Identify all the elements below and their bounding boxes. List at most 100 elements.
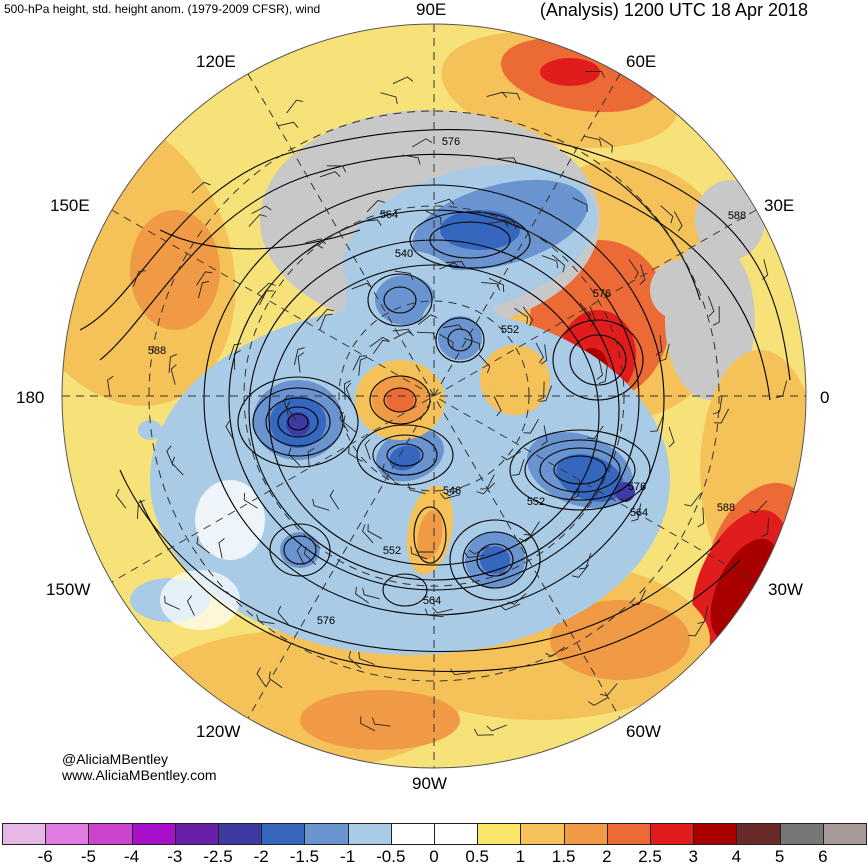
colorbar-tick: 5 xyxy=(774,847,785,866)
contour-label: 588 xyxy=(717,502,735,514)
wind-barb xyxy=(303,546,317,566)
wind-barb xyxy=(697,507,705,528)
wind-barb xyxy=(411,138,433,148)
height-contour xyxy=(119,469,721,653)
height-anomaly-shading xyxy=(62,31,806,768)
wind-barb xyxy=(523,418,539,434)
lat-lon-grid xyxy=(62,24,806,768)
colorbar-tick: 1.5 xyxy=(551,847,576,866)
wind-barb xyxy=(392,76,414,85)
height-contour xyxy=(139,499,741,673)
wind-barb xyxy=(463,337,481,351)
colorbar-tick: 4 xyxy=(731,847,742,866)
wind-barb xyxy=(571,564,590,578)
wind-barb xyxy=(343,380,351,400)
wind-barb xyxy=(367,524,383,540)
wind-barbs xyxy=(107,70,788,736)
wind-barb xyxy=(136,499,145,519)
contour-label: 564 xyxy=(380,209,398,221)
wind-barb xyxy=(197,280,210,299)
wind-barb xyxy=(196,536,210,554)
latitude-circle xyxy=(148,110,720,682)
wind-barb xyxy=(361,219,382,227)
wind-barb xyxy=(501,91,521,101)
colorbar-swatch xyxy=(45,823,90,845)
wind-barb xyxy=(355,586,369,604)
wind-barb xyxy=(186,595,195,616)
wind-barb xyxy=(714,408,730,424)
colorbar-tick: 2 xyxy=(602,847,612,866)
lon-label-0: 0 xyxy=(820,388,830,407)
colorbar-swatch xyxy=(347,823,392,845)
height-contours xyxy=(79,129,791,673)
wind-barb xyxy=(407,482,426,495)
wind-barb xyxy=(373,339,390,354)
wind-barb xyxy=(476,482,496,495)
colorbar-swatch xyxy=(693,823,738,845)
colorbar-tick: 1 xyxy=(515,847,526,866)
wind-barb xyxy=(329,489,340,510)
contour-labels: 576 564 540 552 576 588 588 576 564 552 546 552 564 5… xyxy=(148,136,746,627)
anomaly-region xyxy=(370,565,440,615)
wind-barb xyxy=(394,270,414,281)
colorbar-swatch xyxy=(2,823,47,845)
height-contour xyxy=(413,506,447,564)
height-contour xyxy=(383,286,417,314)
wind-barb xyxy=(507,593,527,605)
wind-barb xyxy=(312,498,330,511)
wind-barb xyxy=(697,605,709,624)
wind-barb xyxy=(761,517,769,538)
colorbar-swatch xyxy=(650,823,695,845)
colorbar-tick: -2 xyxy=(253,847,269,866)
wind-barb xyxy=(393,330,415,340)
height-contour xyxy=(269,523,331,577)
height-contour xyxy=(552,319,644,401)
wind-barb xyxy=(191,181,211,194)
wind-barb xyxy=(486,91,508,98)
lon-label-180: 180 xyxy=(16,388,45,407)
wind-barb xyxy=(712,395,723,415)
wind-barb xyxy=(598,136,613,153)
height-contour xyxy=(287,413,309,431)
latitude-circle xyxy=(243,205,625,587)
wind-barb xyxy=(305,238,326,245)
colorbar-swatch xyxy=(563,823,608,845)
wind-barb xyxy=(432,607,453,614)
wind-barb xyxy=(588,697,609,706)
wind-barb xyxy=(439,262,460,270)
colorbar-swatch xyxy=(779,823,824,845)
wind-barb xyxy=(481,281,501,291)
wind-barb xyxy=(288,447,301,467)
wind-barb xyxy=(445,261,466,268)
meridian-line xyxy=(111,209,757,583)
anomaly-region xyxy=(480,546,510,574)
wind-barb xyxy=(296,544,305,566)
height-contour xyxy=(409,211,531,269)
colorbar-swatch xyxy=(131,823,176,845)
colorbar-tick: 6 xyxy=(818,847,828,866)
wind-barb xyxy=(251,205,272,214)
wind-barb xyxy=(268,671,283,689)
wind-barb xyxy=(474,728,494,736)
height-contour xyxy=(539,447,621,493)
wind-barb xyxy=(225,420,235,441)
height-contour xyxy=(524,439,636,501)
wind-barb xyxy=(424,608,444,618)
wind-barb xyxy=(442,486,463,497)
colorbar-swatch xyxy=(434,823,479,845)
wind-barb xyxy=(712,306,720,326)
credit-website[interactable]: www.AliciaMBentley.com xyxy=(62,767,217,783)
contour-label: 576 xyxy=(442,136,460,148)
wind-barb xyxy=(168,353,178,373)
wind-barb xyxy=(596,359,603,380)
wind-barb xyxy=(283,394,290,416)
wind-barb xyxy=(361,524,374,544)
colorbar-tick: -1.5 xyxy=(289,847,320,866)
contour-label: 564 xyxy=(423,595,441,607)
wind-barb xyxy=(630,503,642,522)
wind-barb xyxy=(196,271,213,286)
height-contour xyxy=(559,149,701,301)
anomaly-region xyxy=(300,690,460,750)
wind-barb xyxy=(366,199,385,213)
